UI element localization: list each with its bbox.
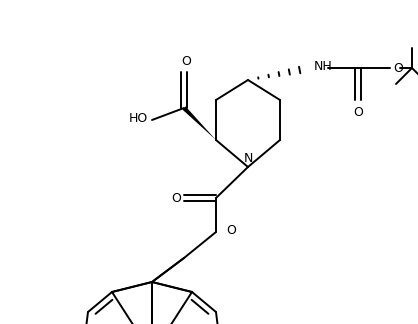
Polygon shape (182, 106, 216, 140)
Text: O: O (353, 106, 363, 119)
Text: O: O (181, 55, 191, 68)
Text: O: O (226, 225, 236, 237)
Text: N: N (243, 152, 253, 165)
Text: O: O (393, 62, 403, 75)
Text: O: O (171, 191, 181, 204)
Text: HO: HO (128, 112, 148, 125)
Text: NH: NH (314, 60, 333, 73)
